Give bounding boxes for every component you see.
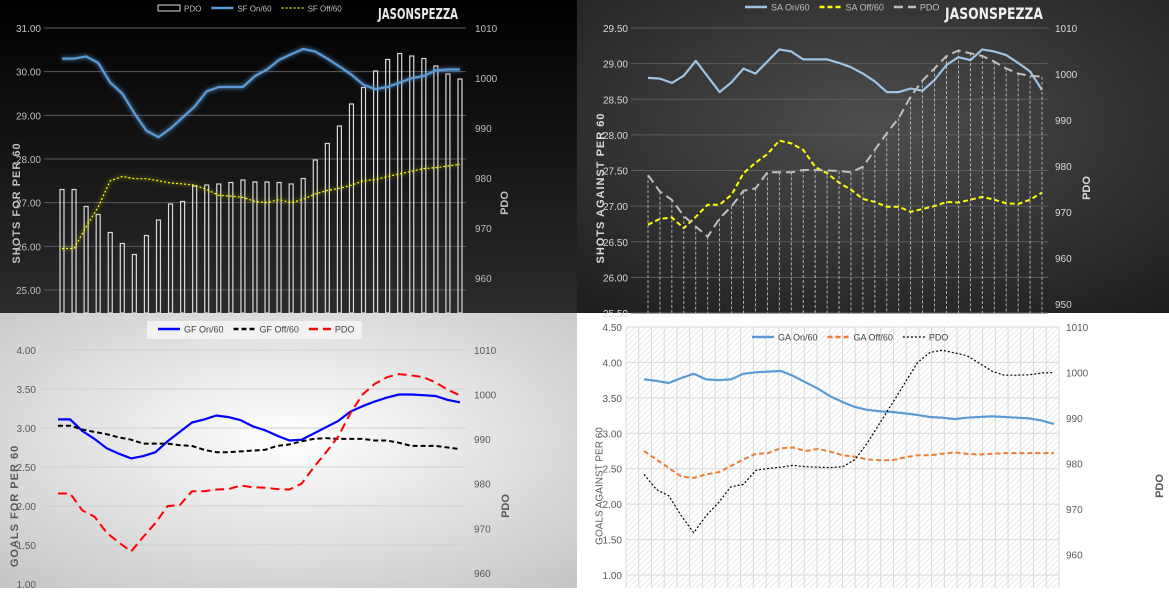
legend-label-ga-off-60: GA Off/60 [854,333,893,343]
y2-tick-label: 1000 [1055,70,1078,81]
legend-label-pdo: PDO [184,5,201,14]
y-axis-title: SHOTS AGAINST PER 60 [595,112,607,263]
y-tick-label: 29.00 [16,111,41,122]
legend-label-pdo: PDO [920,3,940,13]
y2-tick-label: 990 [475,124,492,135]
y2-tick-label: 1010 [474,346,497,357]
legend-label-sf-on-60: SF On/60 [237,5,272,14]
y-tick-label: 4.00 [603,358,623,369]
y2-tick-label: 1000 [474,391,497,402]
y2-tick-label: 980 [475,174,492,185]
y2-tick-label: 970 [474,524,491,535]
y2-tick-label: 960 [1055,254,1072,265]
y-axis-title: SHOTS FOR PER 60 [11,142,23,263]
y-tick-label: 29.00 [603,60,628,71]
y2-tick-label: 990 [1055,116,1072,127]
y2-tick-label: 980 [474,480,491,491]
y2-tick-label: 980 [1055,162,1072,173]
y-tick-label: 1.50 [603,536,623,547]
y2-axis-title: PDO [1081,176,1093,200]
y-tick-label: 3.50 [603,394,623,405]
y-tick-label: 29.50 [603,24,628,35]
y-tick-label: 1.00 [603,571,623,582]
y2-tick-label: 1000 [1066,369,1089,380]
legend-label-sf-off-60: SF Off/60 [308,5,343,14]
y2-tick-label: 960 [1066,551,1083,562]
y-tick-label: 31.00 [16,24,41,35]
y-tick-label: 3.50 [17,385,37,396]
y2-tick-label: 1000 [475,74,498,85]
y2-tick-label: 950 [1055,300,1072,311]
y-tick-label: 4.50 [603,323,623,334]
panel-bg-shots-for [0,0,577,313]
y2-tick-label: 1010 [1055,24,1078,35]
y-tick-label: 28.50 [603,95,628,106]
legend-label-ga-on-60: GA On/60 [778,333,818,343]
legend-label-gf-on-60: GF On/60 [184,325,224,335]
legend-label-gf-off-60: GF Off/60 [260,325,299,335]
y2-tick-label: 970 [1066,505,1083,516]
watermark: JASONSPEZZA [377,5,458,23]
y-tick-label: 25.00 [16,286,41,297]
legend-label-pdo: PDO [335,325,355,335]
y-axis-title: GOALS FOR PER 60 [9,445,21,567]
y-tick-label: 3.00 [603,429,623,440]
y2-axis-title: PDO [500,494,512,518]
y2-tick-label: 1010 [1066,323,1089,334]
legend-label-sa-on-60: SA On/60 [771,3,810,13]
y-tick-label: 1.00 [17,580,37,588]
y-tick-label: 26.00 [603,273,628,284]
y-tick-label: 2.00 [603,500,623,511]
legend-label-pdo: PDO [929,333,949,343]
y2-tick-label: 980 [1066,460,1083,471]
y-tick-label: 25.50 [603,309,628,320]
y2-tick-label: 970 [1055,208,1072,219]
y2-tick-label: 960 [474,569,491,580]
y-tick-label: 3.00 [17,424,37,435]
y2-tick-label: 990 [474,435,491,446]
y-tick-label: 30.00 [16,68,41,79]
y2-tick-label: 960 [475,274,492,285]
y2-tick-label: 990 [1066,414,1083,425]
y2-axis-title: PDO [499,191,511,215]
legend-label-sa-off-60: SA Off/60 [846,3,884,13]
y-tick-label: 2.50 [603,465,623,476]
y2-tick-label: 970 [475,224,492,235]
y-tick-label: 4.00 [17,346,37,357]
panel-bg-shots-against [577,0,1169,313]
y2-axis-title: PDO [1154,474,1166,498]
watermark: JASONSPEZZA [944,4,1043,23]
y2-tick-label: 1010 [475,24,498,35]
y-axis-title: GOALS AGAINST PER 60 [594,427,605,545]
